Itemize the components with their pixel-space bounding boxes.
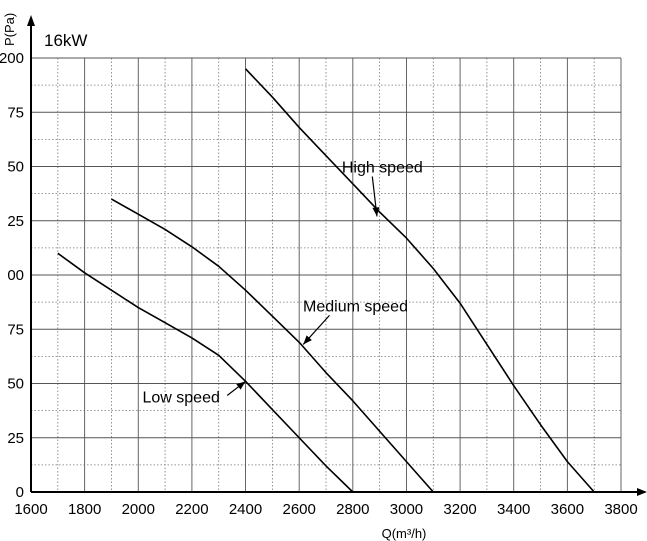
x-tick-label: 3800 <box>604 501 637 518</box>
x-tick-label: 2000 <box>122 501 155 518</box>
x-tick-label: 2200 <box>175 501 208 518</box>
x-tick-label: 3600 <box>551 501 584 518</box>
x-tick-label: 1800 <box>68 501 101 518</box>
annotation-arrowhead-low-speed <box>236 381 246 390</box>
y-tick-label: 00 <box>7 267 24 284</box>
annotation-label-medium-speed: Medium speed <box>303 298 408 315</box>
y-tick-label: 25 <box>7 430 24 447</box>
annotation-arrowhead-high-speed <box>372 207 380 217</box>
y-tick-label: 25 <box>7 213 24 230</box>
y-tick-label: 50 <box>7 159 24 176</box>
axes <box>27 15 647 496</box>
x-axis-title: Q(m³/h) <box>382 526 427 541</box>
y-axis-arrow <box>27 15 35 26</box>
x-tick-label: 3200 <box>443 501 476 518</box>
y-tick-label: 50 <box>7 376 24 393</box>
x-tick-label: 3400 <box>497 501 530 518</box>
series-line-low-speed <box>57 252 354 493</box>
annotations: High speed Medium speed Low speed <box>142 160 422 407</box>
series-lines <box>57 68 595 493</box>
annotation-label-low-speed: Low speed <box>142 390 219 407</box>
annotation-label-high-speed: High speed <box>342 160 423 177</box>
tick-labels: 1600 1800 2000 2200 2400 2600 2800 3000 3200 3400… <box>0 50 638 518</box>
x-tick-label: 2600 <box>282 501 315 518</box>
y-tick-label: 75 <box>7 321 24 338</box>
major-grid <box>31 57 622 492</box>
x-tick-label: 2400 <box>229 501 262 518</box>
series-line-high-speed <box>244 68 595 493</box>
x-axis-arrow <box>637 488 647 496</box>
x-tick-label: 1600 <box>14 501 47 518</box>
x-tick-label: 3000 <box>390 501 423 518</box>
y-tick-label: 0 <box>16 484 24 501</box>
series-line-medium-speed <box>111 198 434 493</box>
annotation-arrowhead-medium-speed <box>303 335 312 345</box>
x-tick-label: 2800 <box>336 501 369 518</box>
y-tick-label: 200 <box>0 50 24 67</box>
chart-caption: 16kW <box>44 31 87 50</box>
y-axis-title: P(Pa) <box>2 13 17 46</box>
y-tick-label: 75 <box>7 104 24 121</box>
